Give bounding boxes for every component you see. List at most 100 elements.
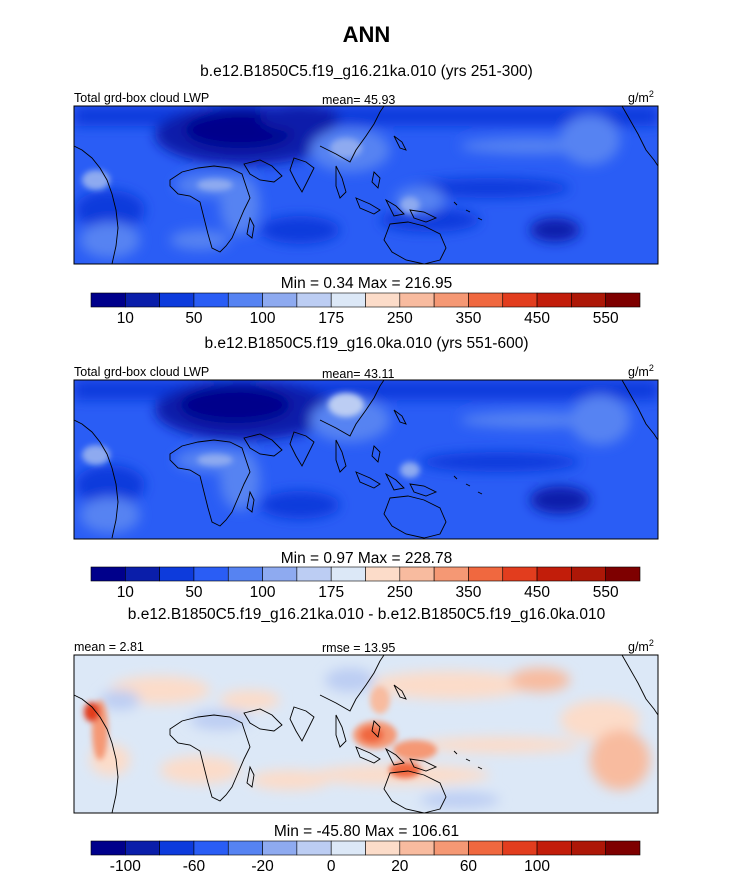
panel-3-rmse-label: rmse = 13.95 xyxy=(322,641,395,655)
colorbar-2-swatch xyxy=(571,566,606,582)
colorbar-1-tick-label: 550 xyxy=(593,310,619,327)
colorbar-3-tick-label: -20 xyxy=(251,858,274,875)
panel-1-map xyxy=(74,106,658,264)
colorbar-2-swatch xyxy=(125,566,160,582)
colorbar-2-swatch xyxy=(193,566,229,582)
panel-2-map xyxy=(74,380,658,539)
colorbar-3-swatch xyxy=(502,840,538,856)
panel-1-units: g/m2 xyxy=(628,89,654,105)
colorbar-2-swatch xyxy=(502,566,538,582)
colorbar-3-swatch xyxy=(262,840,298,856)
colorbar-2-swatch xyxy=(159,566,195,582)
colorbar-1-swatch xyxy=(262,292,298,308)
colorbar-3-swatch xyxy=(296,840,332,856)
colorbar-3-tick-label: 60 xyxy=(460,858,478,875)
panel-2-units: g/m2 xyxy=(628,363,654,379)
colorbar-2-swatch xyxy=(330,566,366,582)
colorbar-3-swatch xyxy=(330,840,366,856)
colorbar-1-swatch xyxy=(433,292,469,308)
panel-1-case-title: b.e12.B1850C5.f19_g16.21ka.010 (yrs 251-… xyxy=(200,63,533,80)
colorbar-3-tick-label: 0 xyxy=(327,858,336,875)
colorbar-1-swatch xyxy=(571,292,606,308)
colorbar-2-tick-label: 450 xyxy=(524,584,550,601)
panel-1-minmax: Min = 0.34 Max = 216.95 xyxy=(281,275,452,292)
colorbar-3-swatch xyxy=(159,840,195,856)
colorbar-1-tick-label: 10 xyxy=(117,310,135,327)
colorbar-2-tick-label: 50 xyxy=(185,584,203,601)
panel-1-frame xyxy=(73,105,659,265)
colorbar-2-swatch xyxy=(296,566,332,582)
colorbar-1-swatch xyxy=(502,292,538,308)
colorbar-2-swatch xyxy=(468,566,504,582)
panel-3-frame xyxy=(73,654,659,814)
colorbar-2-swatch xyxy=(90,566,126,582)
colorbar-3-swatch xyxy=(536,840,572,856)
colorbar-1-swatch xyxy=(193,292,229,308)
colorbar-3-swatch xyxy=(433,840,469,856)
colorbar-3-tick-label: -100 xyxy=(110,858,141,875)
panel-3-mean-label: mean = 2.81 xyxy=(74,640,144,654)
colorbar-2: 10 50 100 175 250 350 450 550 xyxy=(90,566,641,601)
colorbar-1-tick-label: 250 xyxy=(387,310,413,327)
panel-1-variable-label: Total grd-box cloud LWP xyxy=(74,91,209,105)
colorbar-3-swatch xyxy=(227,840,263,856)
panel-3-minmax: Min = -45.80 Max = 106.61 xyxy=(274,823,459,840)
figure-title: ANN xyxy=(343,22,391,47)
colorbar-3-tick-label: 100 xyxy=(524,858,550,875)
colorbar-3-swatch xyxy=(399,840,435,856)
colorbar-3-swatch xyxy=(571,840,606,856)
panel-2-variable-label: Total grd-box cloud LWP xyxy=(74,365,209,379)
colorbar-3-swatch xyxy=(193,840,229,856)
colorbar-3-swatch xyxy=(90,840,126,856)
panel-2-minmax: Min = 0.97 Max = 228.78 xyxy=(281,550,452,567)
colorbar-1-swatch xyxy=(536,292,572,308)
colorbar-3-swatch xyxy=(365,840,401,856)
colorbar-2-swatch xyxy=(536,566,572,582)
colorbar-2-tick-label: 100 xyxy=(250,584,276,601)
colorbar-3-tick-label: -60 xyxy=(183,858,206,875)
colorbar-1-swatch xyxy=(605,292,641,308)
panel-1: b.e12.B1850C5.f19_g16.21ka.010 (yrs 251-… xyxy=(73,63,659,327)
colorbar-1-swatch xyxy=(296,292,332,308)
colorbar-1-tick-label: 450 xyxy=(524,310,550,327)
colorbar-1-swatch xyxy=(90,292,126,308)
colorbar-1-swatch xyxy=(330,292,366,308)
colorbar-3: -100 -60 -20 0 20 60 100 xyxy=(90,840,641,875)
colorbar-2-tick-label: 550 xyxy=(593,584,619,601)
colorbar-1-swatch xyxy=(227,292,263,308)
colorbar-1-tick-label: 50 xyxy=(185,310,203,327)
panel-2-frame xyxy=(73,379,659,540)
colorbar-1-swatch xyxy=(468,292,504,308)
colorbar-3-tick-label: 20 xyxy=(391,858,409,875)
panel-2-mean-label: mean= 43.11 xyxy=(322,367,394,381)
colorbar-1-swatch xyxy=(365,292,401,308)
colorbar-1-tick-label: 350 xyxy=(456,310,482,327)
colorbar-1-swatch xyxy=(399,292,435,308)
colorbar-1-tick-label: 175 xyxy=(318,310,344,327)
panel-1-mean-label: mean= 45.93 xyxy=(322,93,395,107)
colorbar-1: 10 50 100 175 250 350 450 550 xyxy=(90,292,641,327)
colorbar-3-swatch xyxy=(605,840,641,856)
panel-2: b.e12.B1850C5.f19_g16.0ka.010 (yrs 551-6… xyxy=(73,335,659,601)
colorbar-2-tick-label: 10 xyxy=(117,584,135,601)
colorbar-3-swatch xyxy=(125,840,160,856)
colorbar-1-swatch xyxy=(159,292,195,308)
colorbar-2-swatch xyxy=(227,566,263,582)
colorbar-2-tick-label: 175 xyxy=(318,584,344,601)
panel-3-units: g/m2 xyxy=(628,638,654,654)
colorbar-2-swatch xyxy=(399,566,435,582)
panel-2-case-title: b.e12.B1850C5.f19_g16.0ka.010 (yrs 551-6… xyxy=(204,335,528,352)
colorbar-2-tick-label: 250 xyxy=(387,584,413,601)
panel-3-map xyxy=(74,655,658,813)
colorbar-1-swatch xyxy=(125,292,160,308)
colorbar-3-swatch xyxy=(468,840,504,856)
colorbar-2-swatch xyxy=(365,566,401,582)
colorbar-2-swatch xyxy=(433,566,469,582)
panel-3-case-title: b.e12.B1850C5.f19_g16.21ka.010 - b.e12.B… xyxy=(128,606,606,623)
panel-3: b.e12.B1850C5.f19_g16.21ka.010 - b.e12.B… xyxy=(73,606,659,875)
colorbar-2-swatch xyxy=(262,566,298,582)
colorbar-2-tick-label: 350 xyxy=(456,584,482,601)
colorbar-2-swatch xyxy=(605,566,641,582)
colorbar-1-tick-label: 100 xyxy=(250,310,276,327)
